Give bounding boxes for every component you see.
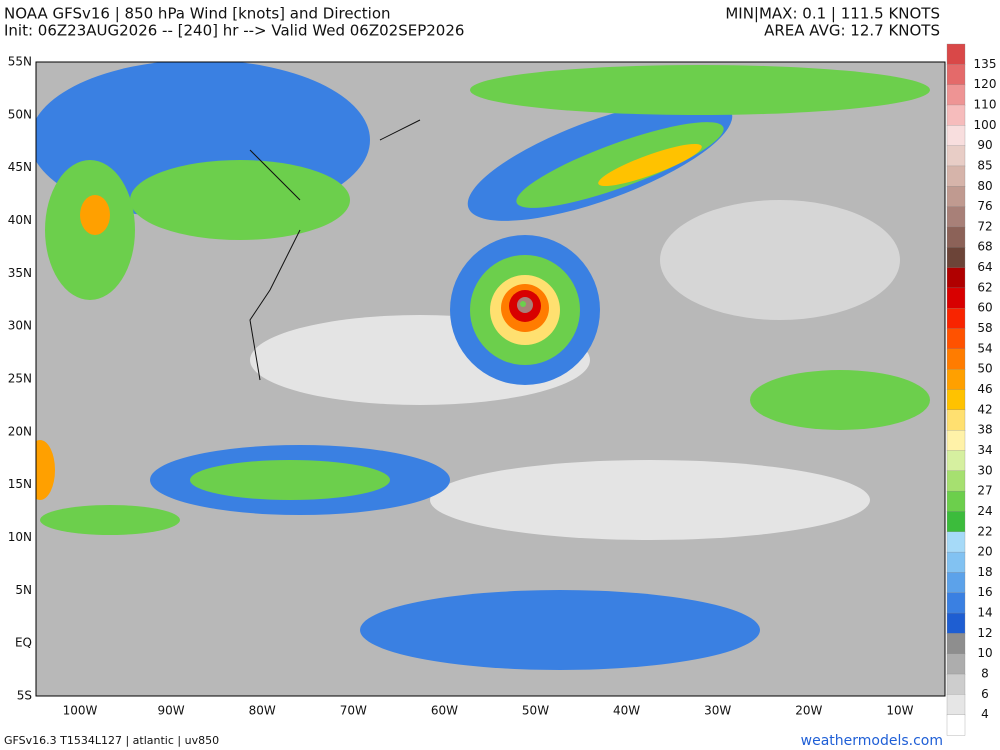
colorbar-bin bbox=[946, 84, 966, 106]
colorbar-bin bbox=[946, 511, 966, 533]
colorbar-label: 42 bbox=[977, 402, 992, 416]
colorbar-label: 22 bbox=[977, 524, 992, 538]
lat-label: 55N bbox=[8, 55, 32, 69]
colorbar-bin bbox=[946, 43, 966, 65]
lon-label: 100W bbox=[63, 704, 98, 718]
lon-label: 60W bbox=[431, 704, 458, 718]
colorbar-bin bbox=[946, 125, 966, 147]
colorbar-bin bbox=[946, 409, 966, 431]
colorbar-bin bbox=[946, 206, 966, 228]
colorbar-label: 24 bbox=[977, 504, 992, 518]
colorbar-label: 46 bbox=[977, 382, 992, 396]
colorbar-label: 80 bbox=[977, 179, 992, 193]
lon-label: 50W bbox=[522, 704, 549, 718]
colorbar-label: 20 bbox=[977, 545, 992, 559]
colorbar-label: 50 bbox=[977, 362, 992, 376]
colorbar-label: 120 bbox=[974, 77, 997, 91]
lat-label: 15N bbox=[8, 477, 32, 491]
lat-label: 50N bbox=[8, 107, 32, 121]
colorbar-bin bbox=[946, 673, 966, 696]
colorbar-label: 12 bbox=[977, 626, 992, 640]
colorbar-label: 6 bbox=[981, 687, 989, 701]
lat-label: EQ bbox=[15, 636, 32, 650]
colorbar-label: 14 bbox=[977, 606, 992, 620]
lat-label: 20N bbox=[8, 424, 32, 438]
minmax: MIN|MAX: 0.1 | 111.5 KNOTS bbox=[725, 5, 940, 23]
colorbar-label: 135 bbox=[974, 57, 997, 71]
colorbar-label: 58 bbox=[977, 321, 992, 335]
lat-label: 45N bbox=[8, 160, 32, 174]
colorbar-label: 10 bbox=[977, 646, 992, 660]
lon-label: 70W bbox=[340, 704, 367, 718]
colorbar-bin bbox=[946, 551, 966, 574]
colorbar-label: 100 bbox=[974, 118, 997, 132]
colorbar-label: 27 bbox=[977, 484, 992, 498]
footer-left: GFSv16.3 T1534L127 | atlantic | uv850 bbox=[4, 734, 219, 747]
lat-label: 5N bbox=[15, 583, 32, 597]
colorbar-label: 54 bbox=[977, 341, 992, 355]
lat-label: 40N bbox=[8, 213, 32, 227]
colorbar-bin bbox=[946, 389, 966, 411]
colorbar-label: 72 bbox=[977, 219, 992, 233]
colorbar-bin bbox=[946, 592, 966, 614]
colorbar-bin bbox=[946, 470, 966, 492]
colorbar-bin bbox=[946, 308, 966, 330]
footer-right: weathermodels.com bbox=[801, 733, 943, 749]
title: NOAA GFSv16 | 850 hPa Wind [knots] and D… bbox=[4, 5, 391, 23]
colorbar-label: 62 bbox=[977, 280, 992, 294]
lat-label: 5S bbox=[17, 689, 32, 703]
colorbar-bin bbox=[946, 287, 966, 309]
colorbar-label: 60 bbox=[977, 301, 992, 315]
lat-label: 10N bbox=[8, 530, 32, 544]
colorbar-label: 110 bbox=[974, 97, 997, 111]
lon-label: 40W bbox=[613, 704, 640, 718]
colorbar-bin bbox=[946, 328, 966, 350]
colorbar-bin bbox=[946, 64, 966, 86]
colorbar-label: 90 bbox=[977, 138, 992, 152]
colorbar-bin bbox=[946, 612, 966, 635]
map-frame bbox=[35, 61, 946, 697]
colorbar-label: 85 bbox=[977, 158, 992, 172]
colorbar-bin bbox=[946, 165, 966, 187]
colorbar-bin bbox=[946, 369, 966, 391]
area-avg: AREA AVG: 12.7 KNOTS bbox=[764, 22, 940, 40]
colorbar-label: 68 bbox=[977, 240, 992, 254]
colorbar-label: 4 bbox=[981, 707, 989, 721]
lat-label: 30N bbox=[8, 319, 32, 333]
colorbar-bin bbox=[946, 633, 966, 655]
colorbar-label: 18 bbox=[977, 565, 992, 579]
colorbar-label: 76 bbox=[977, 199, 992, 213]
colorbar-bin bbox=[946, 531, 966, 553]
colorbar-bin bbox=[946, 186, 966, 208]
colorbar-bin bbox=[946, 450, 966, 472]
colorbar-bin bbox=[946, 226, 966, 248]
colorbar-label: 34 bbox=[977, 443, 992, 457]
colorbar-bin bbox=[946, 653, 966, 675]
map bbox=[36, 62, 945, 696]
lat-label: 35N bbox=[8, 266, 32, 280]
colorbar-bin bbox=[946, 348, 966, 370]
colorbar-label: 16 bbox=[977, 585, 992, 599]
colorbar-label: 38 bbox=[977, 423, 992, 437]
subtitle: Init: 06Z23AUG2026 -- [240] hr --> Valid… bbox=[4, 22, 464, 40]
lon-label: 30W bbox=[704, 704, 731, 718]
colorbar-label: 8 bbox=[981, 667, 989, 681]
colorbar-bin bbox=[946, 145, 966, 167]
colorbar-label: 30 bbox=[977, 463, 992, 477]
colorbar-bin bbox=[946, 267, 966, 289]
lon-label: 20W bbox=[795, 704, 822, 718]
colorbar-label: 64 bbox=[977, 260, 992, 274]
colorbar-bin bbox=[946, 694, 966, 716]
colorbar-bin bbox=[946, 572, 966, 594]
colorbar-bin bbox=[946, 714, 966, 736]
colorbar-bin bbox=[946, 247, 966, 269]
lon-label: 80W bbox=[249, 704, 276, 718]
colorbar-bin bbox=[946, 104, 966, 126]
lon-label: 90W bbox=[158, 704, 185, 718]
colorbar-bin bbox=[946, 490, 966, 513]
colorbar-bin bbox=[946, 429, 966, 452]
lon-label: 10W bbox=[886, 704, 913, 718]
lat-label: 25N bbox=[8, 372, 32, 386]
